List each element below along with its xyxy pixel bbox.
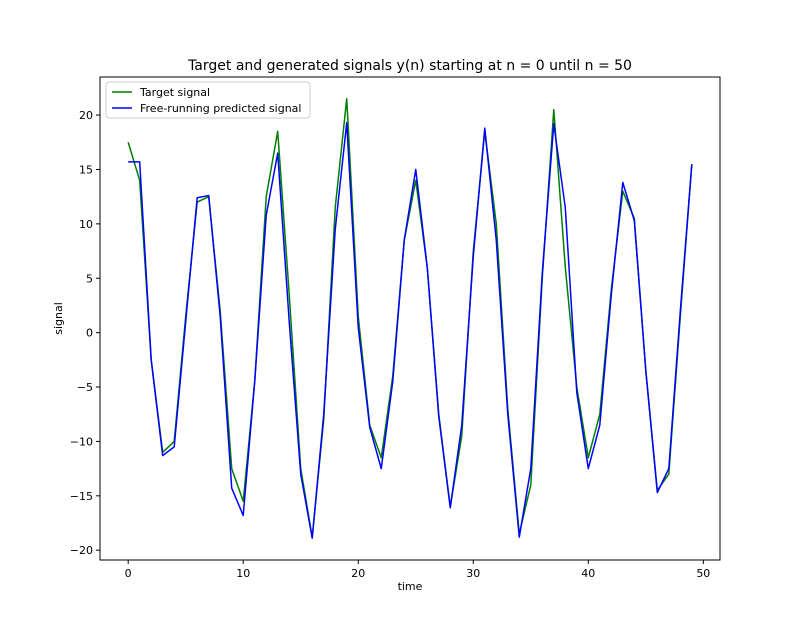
y-tick-label: 15 [79,163,93,176]
y-axis-label: signal [52,302,65,335]
legend-box [105,81,311,119]
x-tick-label: 0 [125,567,132,580]
series-line-predicted [128,121,693,539]
legend-label-predicted: Free-running predicted signal [140,102,301,115]
plot-frame [99,76,721,561]
legend-label-target: Target signal [139,86,210,99]
series-lines [127,98,693,539]
y-tick-label: 10 [79,218,93,231]
y-axis-ticks: −20 −15 −10 −5 0 5 10 15 20 [70,109,100,557]
y-tick-label: 0 [86,327,93,340]
legend: Target signal Free-running predicted sig… [105,81,311,119]
y-tick-label: −10 [70,435,93,448]
y-tick-label: 5 [86,272,93,285]
y-tick-label: 20 [79,109,93,122]
x-tick-label: 10 [236,567,250,580]
series-line-target [127,98,693,538]
chart-title: Target and generated signals y(n) starti… [187,58,632,74]
x-tick-label: 30 [466,567,480,580]
y-tick-label: −5 [77,381,93,394]
x-tick-label: 20 [351,567,365,580]
x-axis-ticks: 0 10 20 30 40 50 [125,560,710,580]
y-tick-label: −20 [70,544,93,557]
x-tick-label: 40 [581,567,595,580]
x-axis-label: time [398,580,423,593]
x-tick-label: 50 [696,567,710,580]
y-tick-label: −15 [70,490,93,503]
